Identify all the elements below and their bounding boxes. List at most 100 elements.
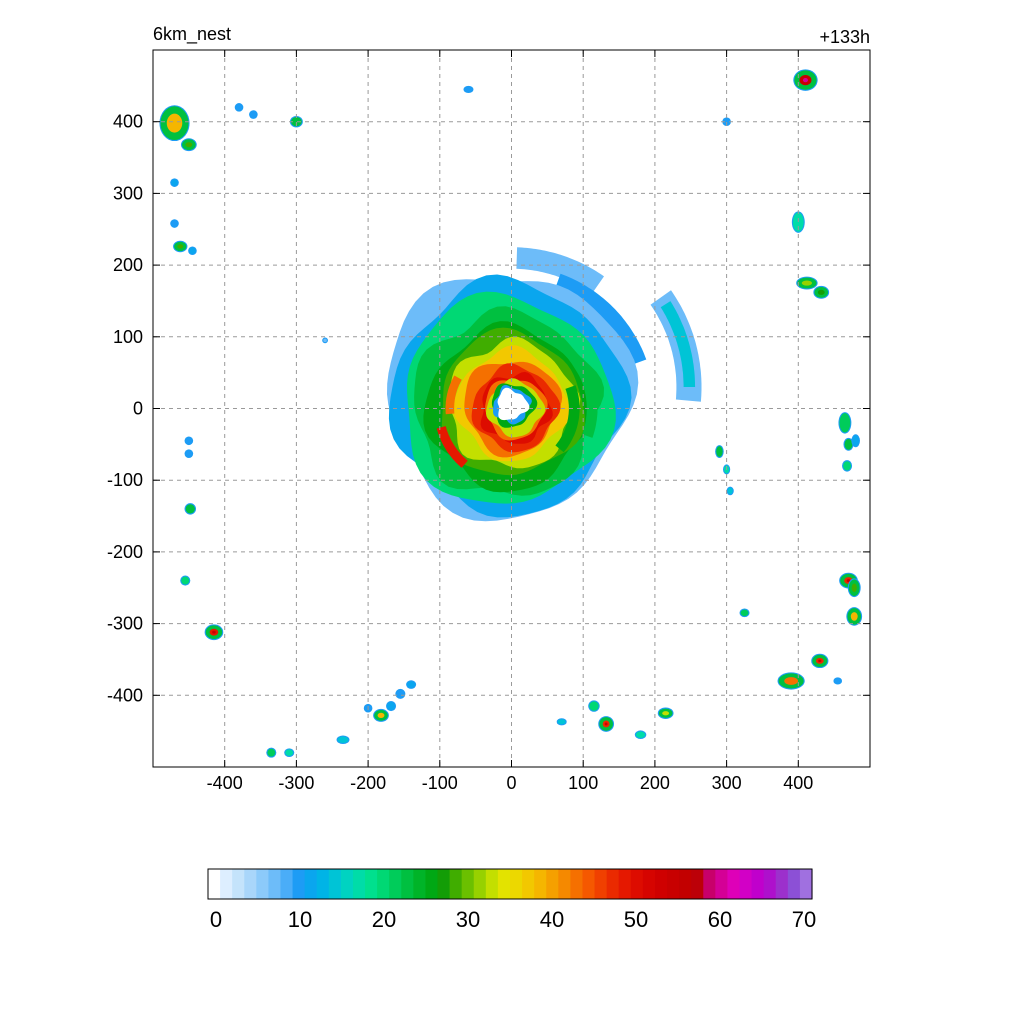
- echo-cell: [171, 179, 178, 186]
- colorbar-tick-label: 0: [210, 907, 222, 932]
- colorbar-swatch: [679, 869, 692, 899]
- y-tick-label: -400: [107, 685, 143, 705]
- colorbar-swatch: [654, 869, 668, 899]
- x-tick-label: 200: [640, 773, 670, 793]
- echo-cell-core: [166, 113, 183, 133]
- x-tick-label: -200: [350, 773, 386, 793]
- colorbar-swatch: [642, 869, 656, 899]
- echo-cell: [181, 576, 190, 585]
- colorbar-tick-label: 20: [372, 907, 396, 932]
- outer-band: [660, 301, 696, 387]
- echo-cell: [716, 446, 723, 457]
- colorbar-swatch: [425, 869, 439, 899]
- echo-cell: [323, 338, 327, 343]
- echo-cell-core: [377, 712, 385, 718]
- reflectivity-field: [159, 69, 863, 758]
- echo-cell: [250, 111, 257, 118]
- colorbar-swatch: [437, 869, 451, 899]
- echo-cell: [235, 104, 243, 111]
- x-tick-label: 300: [712, 773, 742, 793]
- colorbar-ticks: 0 10 20 30 40 50 60 70: [210, 907, 816, 932]
- colorbar-tick-label: 30: [456, 907, 480, 932]
- echo-cell-core: [802, 77, 808, 83]
- y-tick-label: 200: [113, 255, 143, 275]
- colorbar-swatch: [715, 869, 729, 899]
- x-tick-label: -300: [278, 773, 314, 793]
- echo-cell-core: [817, 289, 825, 295]
- echo-cell: [740, 609, 749, 617]
- echo-cell-core: [818, 659, 822, 663]
- outer-band: [516, 247, 604, 294]
- colorbar-tick-label: 60: [708, 907, 732, 932]
- colorbar-swatch: [377, 869, 390, 899]
- colorbar-swatch: [340, 869, 354, 899]
- echo-cell: [407, 681, 416, 688]
- echo-cell: [291, 117, 302, 127]
- echo-cell: [834, 678, 841, 684]
- echo-cell: [723, 118, 730, 125]
- eye: [497, 387, 530, 421]
- colorbar-swatch: [558, 869, 571, 899]
- colorbar-swatch: [534, 869, 547, 899]
- y-tick-label: 300: [113, 183, 143, 203]
- colorbar-swatch: [316, 869, 330, 899]
- colorbar-swatch: [739, 869, 753, 899]
- echo-cell: [843, 461, 851, 471]
- colorbar-swatch: [449, 869, 463, 899]
- echo-cell: [635, 731, 646, 738]
- echo-cell-core: [604, 722, 608, 726]
- echo-cell-core: [850, 612, 858, 621]
- colorbar-swatch: [485, 869, 499, 899]
- colorbar-swatch: [606, 869, 620, 899]
- colorbar-swatch: [703, 869, 716, 899]
- colorbar-swatch: [546, 869, 559, 899]
- colorbar-swatch: [594, 869, 608, 899]
- colorbar: [208, 869, 813, 899]
- colorbar-swatch: [570, 869, 584, 899]
- colorbar-swatch: [413, 869, 427, 899]
- echo-cell-core: [662, 711, 670, 716]
- colorbar-swatch: [461, 869, 475, 899]
- colorbar-tick-label: 50: [624, 907, 648, 932]
- colorbar-swatch: [582, 869, 596, 899]
- echo-cell-core: [851, 583, 857, 593]
- echo-cell-core: [185, 142, 193, 148]
- echo-cell-core: [801, 280, 813, 286]
- echo-cell: [189, 247, 196, 254]
- colorbar-swatch: [510, 869, 523, 899]
- echo-cell-core: [212, 630, 216, 634]
- echo-cell: [792, 212, 804, 232]
- colorbar-swatch: [268, 869, 282, 899]
- x-axis: -400 -300 -200 -100 0 100 200 300 400: [207, 50, 813, 793]
- colorbar-swatch: [775, 869, 789, 899]
- echo-cell-core: [846, 579, 851, 583]
- echo-cell: [852, 435, 859, 447]
- y-tick-label: 100: [113, 327, 143, 347]
- colorbar-swatch: [630, 869, 644, 899]
- x-tick-label: 0: [506, 773, 516, 793]
- echo-cell: [839, 413, 851, 433]
- x-tick-label: -400: [207, 773, 243, 793]
- x-tick-label: 400: [783, 773, 813, 793]
- colorbar-tick-label: 70: [792, 907, 816, 932]
- echo-cell: [387, 702, 395, 710]
- colorbar-swatch: [220, 869, 233, 899]
- echo-cell: [396, 689, 405, 698]
- x-tick-label: 100: [568, 773, 598, 793]
- colorbar-swatch: [618, 869, 632, 899]
- echo-cell: [285, 749, 294, 756]
- colorbar-swatch: [497, 869, 511, 899]
- colorbar-frame: [207, 868, 813, 900]
- title-left: 6km_nest: [153, 24, 231, 45]
- colorbar-swatch: [389, 869, 402, 899]
- y-axis: 400 300 200 100 0 -100 -200 -300 -400: [107, 112, 870, 705]
- colorbar-swatch: [799, 869, 813, 899]
- echo-cell: [589, 701, 599, 711]
- y-tick-label: -100: [107, 470, 143, 490]
- inner-band: [576, 365, 598, 438]
- y-tick-label: 400: [113, 112, 143, 132]
- inner-band: [445, 375, 462, 415]
- title-right: +133h: [819, 27, 870, 47]
- echo-cell: [185, 504, 195, 514]
